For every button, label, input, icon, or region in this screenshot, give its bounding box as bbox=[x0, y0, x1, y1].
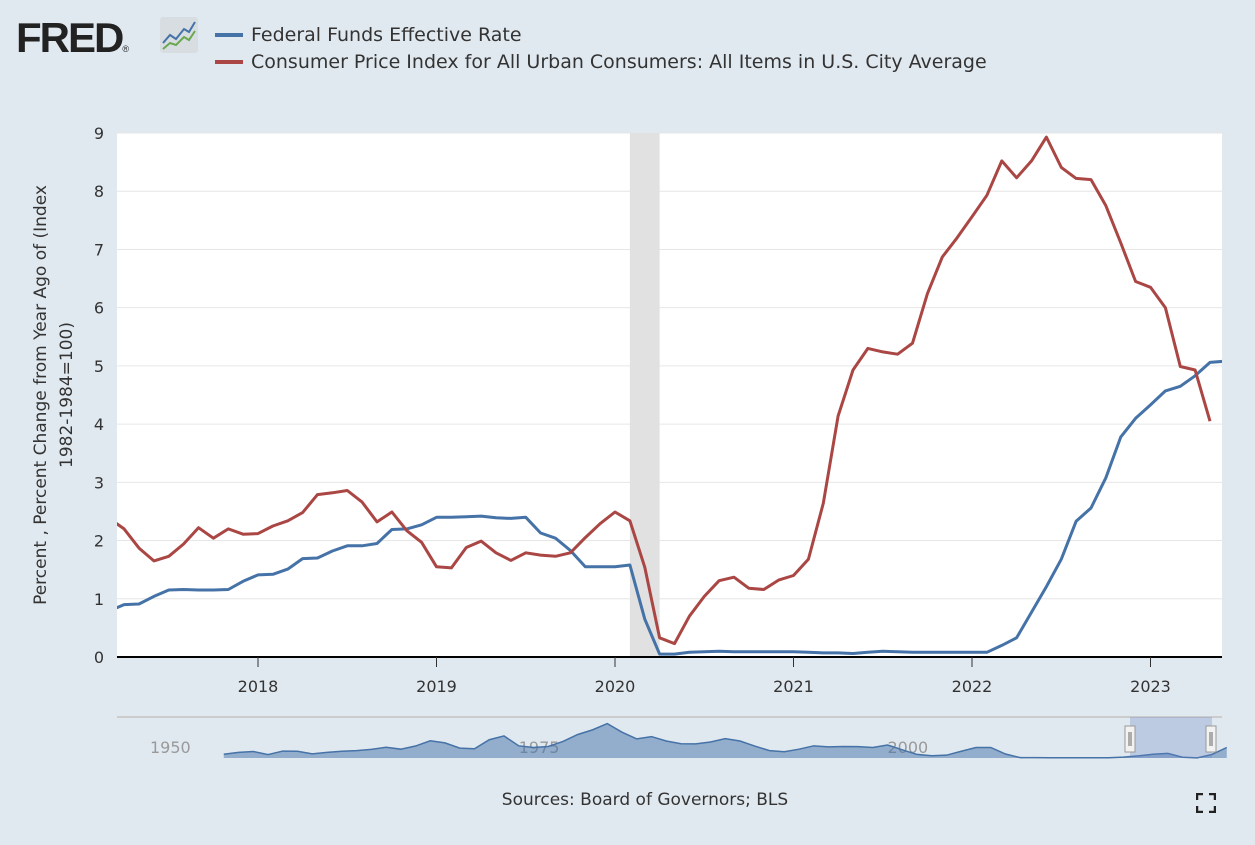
x-tick-label: 2019 bbox=[416, 677, 457, 696]
fullscreen-icon[interactable] bbox=[1196, 793, 1216, 813]
y-axis-label-line2: 1982-1984=100) bbox=[57, 322, 77, 468]
line-chart: 0 1 2 3 4 5 6 7 8 9 2018 2019 2020 2021 2022 2023 Perce… bbox=[31, 124, 1228, 759]
fred-logo-chart-icon bbox=[160, 17, 198, 53]
series-line-1[interactable] bbox=[109, 135, 1212, 646]
navigator-selection[interactable] bbox=[1130, 717, 1212, 758]
x-tick-label: 2020 bbox=[595, 677, 636, 696]
y-tick-label: 6 bbox=[94, 299, 104, 318]
navigator[interactable]: 195019752000 bbox=[117, 716, 1228, 759]
y-tick-label: 8 bbox=[94, 182, 104, 201]
logo-text: FRED bbox=[16, 14, 124, 61]
legend-label: Consumer Price Index for All Urban Consu… bbox=[251, 51, 987, 73]
x-tick-label: 2022 bbox=[952, 677, 993, 696]
navigator-area bbox=[223, 723, 1227, 758]
logo-mark: ® bbox=[122, 44, 128, 54]
legend-label: Federal Funds Effective Rate bbox=[251, 24, 522, 46]
navigator-tick-label: 1950 bbox=[150, 738, 191, 757]
legend-item-cpi[interactable]: Consumer Price Index for All Urban Consu… bbox=[215, 49, 991, 76]
y-tick-label: 0 bbox=[94, 648, 104, 667]
legend: Federal Funds Effective Rate Consumer Pr… bbox=[215, 22, 991, 76]
y-tick-label: 5 bbox=[94, 357, 104, 376]
y-tick-label: 3 bbox=[94, 473, 104, 492]
x-tick-label: 2021 bbox=[773, 677, 814, 696]
x-tick-label: 2023 bbox=[1130, 677, 1171, 696]
legend-swatch-red bbox=[215, 60, 243, 64]
y-tick-label: 4 bbox=[94, 415, 104, 434]
navigator-line bbox=[223, 722, 1228, 759]
series-line-0[interactable] bbox=[109, 359, 1225, 656]
plot-area bbox=[117, 133, 1222, 657]
y-tick-label: 7 bbox=[94, 240, 104, 259]
fred-logo[interactable]: FRED® bbox=[16, 14, 129, 62]
navigator-handle[interactable] bbox=[1205, 725, 1217, 753]
legend-swatch-blue bbox=[215, 33, 243, 37]
legend-item-fed-funds[interactable]: Federal Funds Effective Rate bbox=[215, 22, 991, 49]
y-axis-label-line1: Percent , Percent Change from Year Ago o… bbox=[31, 185, 51, 605]
y-tick-label: 2 bbox=[94, 532, 104, 551]
navigator-handle[interactable] bbox=[1124, 725, 1136, 753]
x-tick-label: 2018 bbox=[238, 677, 279, 696]
source-text: Sources: Board of Governors; BLS bbox=[501, 790, 789, 810]
y-tick-label: 1 bbox=[94, 590, 104, 609]
y-tick-label: 9 bbox=[94, 124, 104, 143]
